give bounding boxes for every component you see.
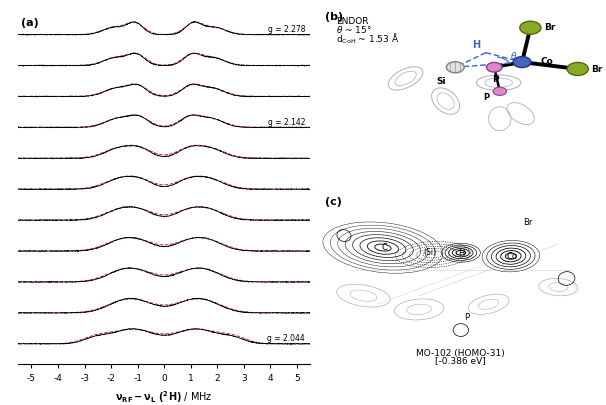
Text: (b): (b) — [324, 11, 342, 21]
Text: d$_{\mathregular{CoH}}$ ~ 1.53 Å: d$_{\mathregular{CoH}}$ ~ 1.53 Å — [336, 32, 399, 46]
Circle shape — [520, 22, 541, 35]
Text: MO-102 (HOMO-31): MO-102 (HOMO-31) — [416, 348, 505, 357]
Text: Co: Co — [540, 57, 553, 66]
Text: $\theta$: $\theta$ — [510, 50, 517, 61]
Text: ENDOR: ENDOR — [336, 17, 368, 26]
Text: H: H — [458, 249, 464, 258]
Circle shape — [447, 63, 464, 74]
Text: $\theta$ ~ 15°: $\theta$ ~ 15° — [336, 24, 371, 35]
Text: C: C — [381, 243, 387, 252]
Circle shape — [567, 63, 588, 76]
Text: P: P — [492, 75, 499, 84]
Text: Si: Si — [436, 77, 446, 86]
Text: g = 2.278: g = 2.278 — [267, 25, 305, 34]
Circle shape — [493, 88, 507, 96]
Text: Br: Br — [544, 22, 556, 32]
Circle shape — [487, 63, 502, 73]
X-axis label: $\mathbf{\nu_{RF} - \nu_L}$ $\mathbf{(^2H)}$ / MHz: $\mathbf{\nu_{RF} - \nu_L}$ $\mathbf{(^2… — [116, 388, 213, 404]
Circle shape — [513, 58, 531, 68]
Text: Br: Br — [591, 65, 603, 74]
Text: [-0.386 eV]: [-0.386 eV] — [436, 356, 486, 365]
Text: P: P — [483, 93, 489, 102]
Text: Br: Br — [523, 218, 532, 227]
Text: Co: Co — [507, 251, 518, 260]
Text: P: P — [464, 312, 469, 321]
Text: g = 2.044: g = 2.044 — [267, 333, 305, 342]
Text: (c): (c) — [324, 196, 341, 207]
Text: H: H — [472, 40, 480, 50]
Text: g = 2.142: g = 2.142 — [267, 117, 305, 126]
Text: (a): (a) — [21, 18, 39, 28]
Text: (Si): (Si) — [424, 247, 437, 256]
